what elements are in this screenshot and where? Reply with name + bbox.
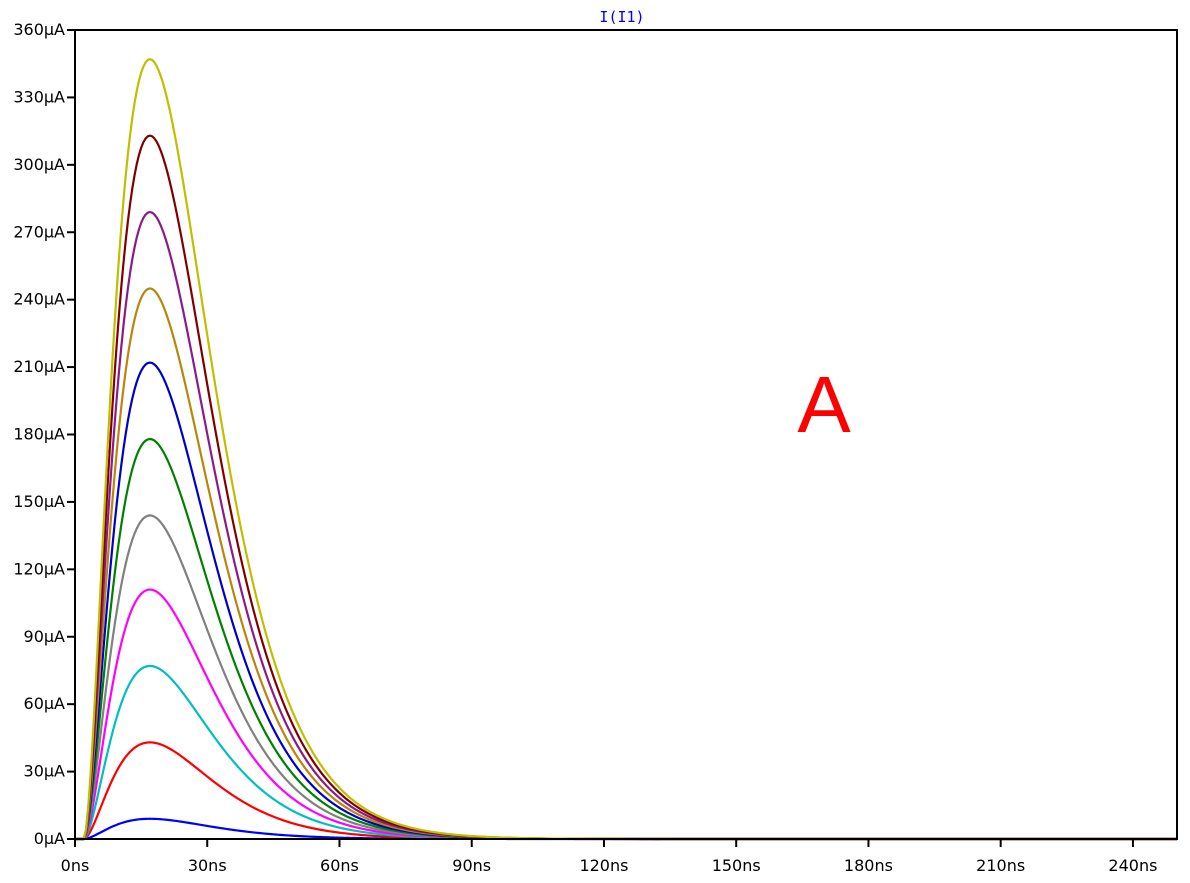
- y-tick-label: 210µA: [13, 357, 65, 376]
- y-tick-label: 300µA: [13, 155, 65, 174]
- series-line-7: [75, 361, 1177, 841]
- x-tick-label: 90ns: [452, 856, 491, 875]
- series-line-11: [75, 58, 1177, 841]
- x-tick-label: 210ns: [976, 856, 1025, 875]
- x-tick-label: 60ns: [320, 856, 359, 875]
- series-line-8: [75, 287, 1177, 841]
- x-tick-label: 240ns: [1108, 856, 1157, 875]
- series-line-2: [75, 741, 1177, 841]
- annotation-label: A: [797, 360, 851, 449]
- y-tick-label: 360µA: [13, 20, 65, 39]
- x-tick-label: 180ns: [844, 856, 893, 875]
- plot-frame: [74, 29, 1178, 840]
- series-line-1: [75, 817, 1177, 841]
- x-tick-label: 30ns: [188, 856, 227, 875]
- y-tick-label: 90µA: [24, 627, 66, 646]
- chart-title: I(I1): [599, 8, 644, 26]
- y-tick-label: 60µA: [24, 694, 66, 713]
- series-line-4: [75, 588, 1177, 841]
- y-tick-label: 150µA: [13, 492, 65, 511]
- x-tick-label: 150ns: [712, 856, 761, 875]
- x-tick-label: 0ns: [61, 856, 90, 875]
- y-tick-label: 270µA: [13, 222, 65, 241]
- x-tick-label: 120ns: [579, 856, 628, 875]
- series-layer: [75, 58, 1177, 841]
- axes-layer: 0µA 30µA 60µA 90µA 120µA 150µA 180µA 210µA 240µA…: [13, 20, 1157, 875]
- series-line-10: [75, 134, 1177, 841]
- series-line-6: [75, 437, 1177, 841]
- y-tick-label: 180µA: [13, 425, 65, 444]
- y-tick-label: 0µA: [34, 829, 65, 848]
- y-tick-label: 240µA: [13, 290, 65, 309]
- y-tick-label: 30µA: [24, 762, 66, 781]
- series-line-3: [75, 664, 1177, 841]
- y-tick-label: 330µA: [13, 87, 65, 106]
- y-tick-label: 120µA: [13, 559, 65, 578]
